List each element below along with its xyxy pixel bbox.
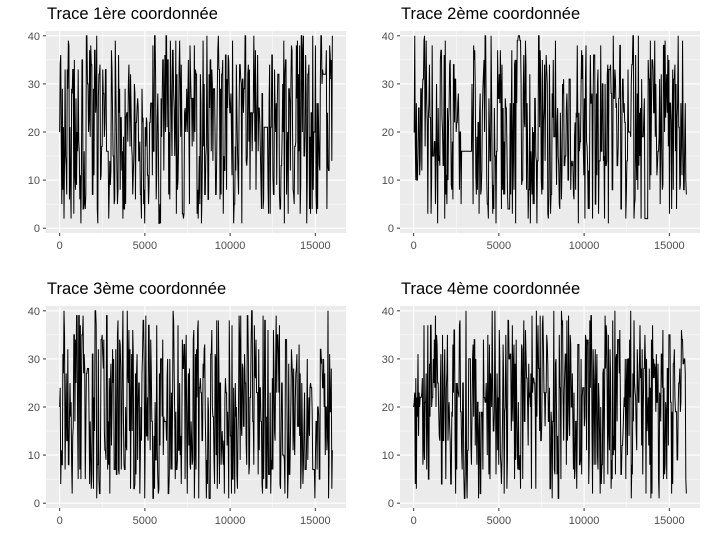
y-tick-label: 10 — [382, 450, 394, 462]
y-tick-label: 30 — [28, 354, 40, 366]
panel-trace-1: Trace 1ère coordonnée 0 10 20 30 40 0 5000 1000… — [0, 0, 354, 275]
x-tick-label: 0 — [411, 515, 417, 527]
x-tick-label: 15000 — [654, 240, 685, 252]
x-tick-label: 5000 — [487, 240, 511, 252]
x-tick-label: 5000 — [133, 240, 157, 252]
x-tick-label: 0 — [411, 240, 417, 252]
x-tick-label: 10000 — [569, 240, 600, 252]
x-tick-label: 15000 — [300, 515, 331, 527]
y-tick-label: 20 — [382, 127, 394, 139]
y-tick-label: 40 — [382, 306, 394, 318]
y-tick-label: 0 — [388, 223, 394, 235]
x-tick-label: 10000 — [215, 240, 246, 252]
trace-plot-2: 0 10 20 30 40 0 5000 10000 15000 — [382, 31, 700, 252]
y-tick-label: 0 — [388, 498, 394, 510]
x-tick-label: 15000 — [654, 515, 685, 527]
y-tick-label: 10 — [28, 450, 40, 462]
x-tick-label: 0 — [57, 515, 63, 527]
y-tick-label: 40 — [28, 306, 40, 318]
y-tick-label: 30 — [28, 79, 40, 91]
y-tick-label: 0 — [34, 223, 40, 235]
panel-trace-3: Trace 3ème coordonnée 0 10 20 30 40 0 5000 1000… — [0, 275, 354, 550]
x-tick-label: 10000 — [569, 515, 600, 527]
chart-title: Trace 3ème coordonnée — [47, 280, 227, 298]
y-tick-label: 40 — [28, 31, 40, 43]
y-tick-label: 0 — [34, 498, 40, 510]
trace-plot-4: 0 10 20 30 40 0 5000 10000 15000 — [382, 306, 700, 527]
trace-line — [59, 310, 333, 499]
chart-title: Trace 1ère coordonnée — [47, 5, 218, 23]
y-tick-label: 40 — [382, 31, 394, 43]
trace-line — [413, 310, 687, 499]
trace-line — [59, 35, 333, 224]
x-tick-label: 5000 — [487, 515, 511, 527]
y-tick-label: 30 — [382, 79, 394, 91]
x-tick-label: 10000 — [215, 515, 246, 527]
y-tick-label: 20 — [28, 127, 40, 139]
x-tick-label: 0 — [57, 240, 63, 252]
panel-trace-2: Trace 2ème coordonnée 0 10 20 30 40 0 5000 1000… — [354, 0, 708, 275]
y-tick-label: 30 — [382, 354, 394, 366]
y-tick-label: 10 — [28, 175, 40, 187]
trace-line — [413, 35, 687, 224]
y-tick-label: 20 — [28, 402, 40, 414]
x-tick-label: 5000 — [133, 515, 157, 527]
chart-title: Trace 4ème coordonnée — [401, 280, 581, 298]
chart-title: Trace 2ème coordonnée — [401, 5, 581, 23]
trace-plot-3: 0 10 20 30 40 0 5000 10000 15000 — [28, 306, 346, 527]
y-tick-label: 20 — [382, 402, 394, 414]
y-tick-label: 10 — [382, 175, 394, 187]
panel-trace-4: Trace 4ème coordonnée 0 10 20 30 40 0 5000 1000… — [354, 275, 708, 550]
x-tick-label: 15000 — [300, 240, 331, 252]
trace-plot-1: 0 10 20 30 40 0 5000 10000 15000 — [28, 31, 346, 252]
